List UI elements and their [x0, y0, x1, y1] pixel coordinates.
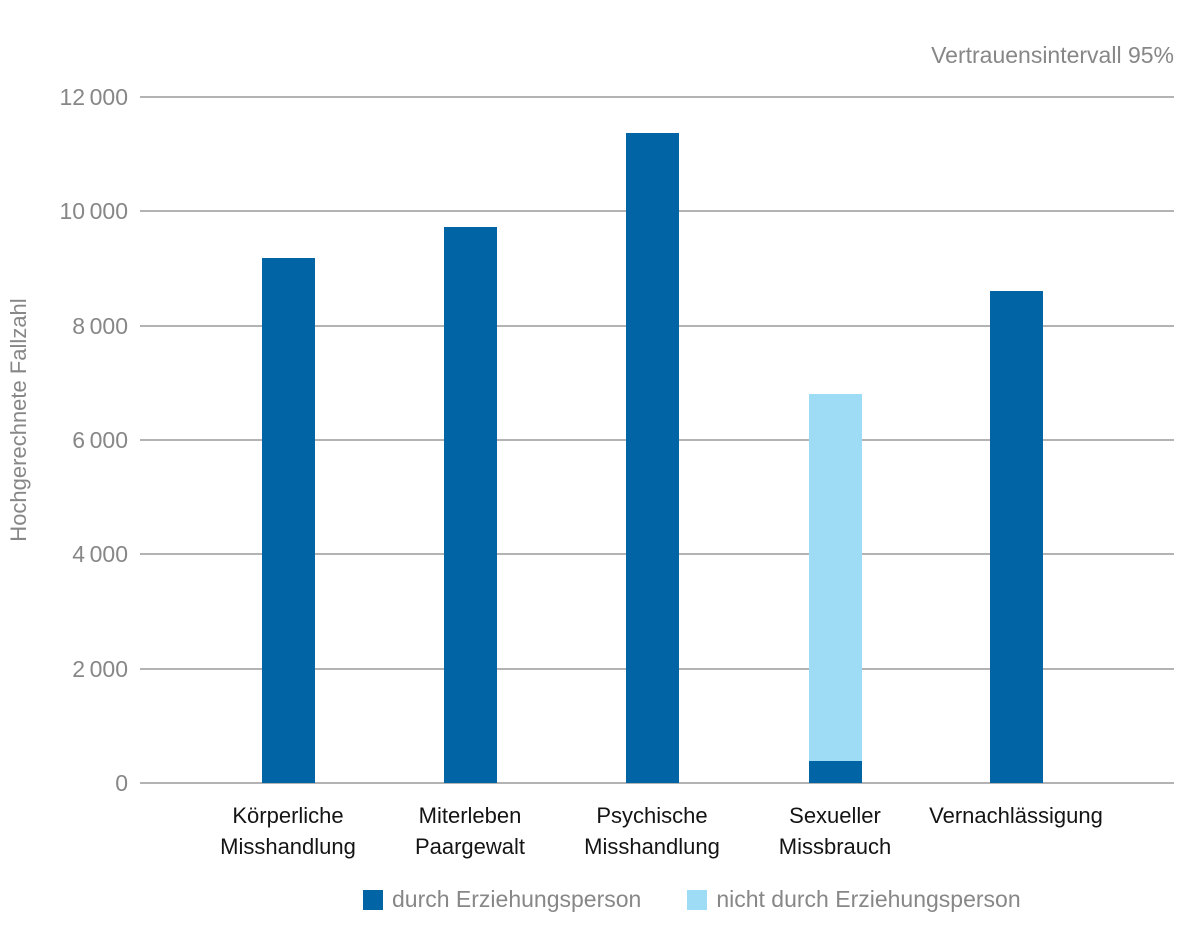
category-label: Psychische Misshandlung	[522, 800, 782, 862]
y-tick-label: 12 000	[59, 84, 128, 110]
category-label-line: Miterleben	[418, 803, 522, 828]
category-label-line: Psychische	[596, 803, 708, 828]
y-tick-label: 6 000	[72, 427, 128, 453]
legend: durch Erziehungsperson nicht durch Erzieh…	[363, 886, 1021, 913]
y-tick-label: 4 000	[72, 541, 128, 568]
confidence-interval-annotation: Vertrauensintervall 95%	[931, 42, 1174, 68]
y-tick-label: 2 000	[72, 655, 128, 682]
bar-segment	[443, 226, 497, 783]
category-label-line: Misshandlung	[220, 834, 356, 859]
gridline	[140, 782, 1174, 784]
y-tick-label: 0	[115, 770, 128, 796]
legend-label: nicht durch Erziehungsperson	[716, 886, 1021, 912]
legend-label: durch Erziehungsperson	[392, 886, 642, 912]
y-tick-label: 10 000	[59, 198, 128, 225]
legend-swatch-icon	[687, 889, 708, 910]
category-label-line: Vernachlässigung	[929, 803, 1103, 828]
category-label-line: Misshandlung	[584, 834, 720, 859]
category-label: Miterleben Paargewalt	[340, 800, 600, 862]
legend-item: durch Erziehungsperson	[363, 886, 641, 913]
bar-segment	[261, 258, 315, 783]
category-label: Körperliche Misshandlung	[158, 800, 418, 862]
gridline	[140, 96, 1174, 98]
category-label-line: Paargewalt	[414, 834, 526, 859]
category-label-line: Missbrauch	[778, 834, 892, 859]
legend-swatch-icon	[363, 889, 383, 910]
legend-item: nicht durch Erziehungsperson	[687, 886, 1021, 913]
bar-segment	[989, 290, 1043, 783]
bar-segment	[808, 394, 862, 762]
plot-area	[140, 96, 1174, 784]
category-label: Sexueller Missbrauch	[705, 800, 965, 862]
category-label-line: Körperliche	[232, 803, 344, 828]
category-label-line: Sexueller	[789, 803, 881, 828]
category-label: Vernachlässigung	[886, 800, 1146, 831]
y-tick-label: 8 000	[72, 312, 128, 339]
bar-segment	[808, 761, 862, 783]
bar-segment	[625, 133, 679, 783]
